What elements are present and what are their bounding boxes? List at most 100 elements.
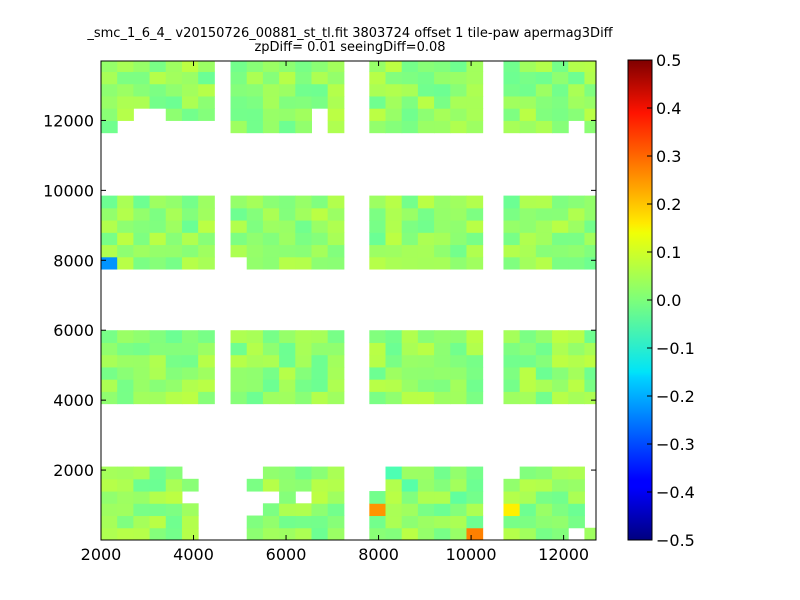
heatmap-cell	[246, 366, 264, 380]
heatmap-cell	[503, 478, 521, 492]
heatmap-cell	[198, 330, 215, 343]
heatmap-cell	[165, 95, 183, 109]
heatmap-cell	[101, 195, 118, 209]
heatmap-cell	[434, 466, 451, 480]
heatmap-cell	[295, 232, 312, 246]
heatmap-cell	[181, 342, 199, 356]
heatmap-cell	[434, 232, 451, 246]
heatmap-cell	[262, 61, 280, 72]
heatmap-cell	[568, 342, 585, 356]
heatmap-cell	[450, 120, 467, 134]
chart-title-line-2: zpDiff= 0.01 seeingDiff=0.08	[254, 40, 446, 55]
heatmap-cell	[466, 244, 484, 258]
heatmap-cell	[246, 478, 264, 492]
heatmap-cell	[327, 83, 345, 97]
heatmap-cell	[535, 207, 553, 221]
heatmap-cell	[385, 342, 403, 356]
heatmap-cell	[584, 83, 597, 97]
heatmap-cell	[519, 354, 537, 368]
heatmap-cell	[450, 220, 467, 233]
heatmap-cell	[262, 466, 280, 480]
heatmap-cell	[434, 491, 451, 504]
heatmap-cell	[385, 71, 403, 85]
heatmap-cell	[311, 232, 329, 246]
heatmap-cell	[401, 354, 419, 368]
heatmap-cell	[417, 108, 435, 121]
heatmap-cell	[417, 515, 435, 529]
heatmap-cell	[568, 503, 585, 517]
heatmap-cell	[466, 503, 484, 517]
heatmap-cell	[584, 366, 597, 380]
heatmap-cell	[133, 256, 151, 270]
heatmap-cell	[584, 61, 597, 72]
heatmap-cell	[246, 71, 264, 85]
heatmap-cell	[466, 330, 484, 343]
heatmap-cell	[552, 391, 569, 405]
heatmap-cell	[503, 366, 521, 380]
heatmap-cell	[401, 207, 419, 221]
x-tick-label: 2000	[81, 545, 122, 564]
heatmap-cell	[295, 207, 312, 221]
heatmap-cell	[149, 503, 167, 517]
heatmap-cell	[230, 391, 248, 405]
heatmap-cell	[262, 244, 280, 258]
heatmap-cell	[385, 354, 403, 368]
heatmap-cell	[311, 466, 329, 480]
heatmap-cell	[198, 256, 215, 270]
heatmap-cell	[450, 232, 467, 246]
heatmap-cell	[262, 527, 280, 541]
heatmap-cell	[327, 207, 345, 221]
heatmap-cell	[434, 366, 451, 380]
heatmap-cell	[434, 195, 451, 209]
heatmap-cell	[552, 342, 569, 356]
heatmap-cell	[417, 330, 435, 343]
heatmap-cell	[279, 491, 296, 504]
heatmap-cell	[568, 366, 585, 380]
heatmap-cell	[417, 232, 435, 246]
heatmap-cell	[295, 366, 312, 380]
heatmap-cell	[450, 503, 467, 517]
heatmap-cell	[385, 256, 403, 270]
heatmap-cell	[417, 527, 435, 541]
heatmap-cell	[117, 195, 134, 209]
heatmap-cell	[434, 95, 451, 109]
heatmap-cell	[149, 207, 167, 221]
heatmap-cell	[295, 379, 312, 392]
y-tick-label: 6000	[53, 321, 94, 340]
heatmap-cell	[165, 515, 183, 529]
heatmap-cell	[401, 515, 419, 529]
heatmap-cell	[149, 95, 167, 109]
heatmap-cell	[535, 342, 553, 356]
heatmap-cell	[117, 108, 134, 121]
heatmap-cell	[246, 220, 264, 233]
heatmap-cell	[133, 330, 151, 343]
heatmap-cell	[568, 232, 585, 246]
heatmap-cell	[327, 61, 345, 72]
heatmap-cell	[246, 330, 264, 343]
heatmap-cell	[385, 491, 403, 504]
heatmap-cell	[466, 366, 484, 380]
heatmap-cell	[295, 342, 312, 356]
heatmap-cell	[279, 342, 296, 356]
heatmap-cell	[327, 527, 345, 541]
heatmap-cell	[181, 61, 199, 72]
heatmap-cell	[117, 220, 134, 233]
heatmap-cell	[417, 244, 435, 258]
heatmap-cell	[434, 256, 451, 270]
heatmap-cell	[327, 256, 345, 270]
heatmap-cell	[149, 83, 167, 97]
heatmap-cell	[181, 71, 199, 85]
colorbar-tick-label: −0.5	[656, 531, 695, 550]
heatmap-cell	[262, 207, 280, 221]
heatmap-cell	[584, 354, 597, 368]
heatmap-cell	[535, 61, 553, 72]
heatmap-cell	[466, 515, 484, 529]
heatmap-cell	[149, 466, 167, 480]
heatmap-cell	[101, 379, 118, 392]
heatmap-cell	[133, 466, 151, 480]
heatmap-cell	[165, 244, 183, 258]
heatmap-cell	[568, 515, 585, 529]
heatmap-cell	[165, 354, 183, 368]
colorbar-tick-label: 0.4	[656, 99, 681, 118]
heatmap-cell	[279, 527, 296, 541]
